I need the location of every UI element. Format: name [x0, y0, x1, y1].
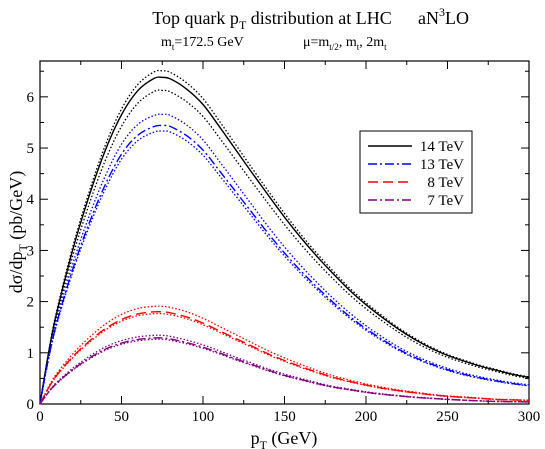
series-line: [39, 76, 530, 405]
y-tick-label: 4: [27, 192, 35, 208]
series-band-upper: [39, 113, 530, 405]
legend-label: 7 TeV: [427, 193, 464, 209]
y-tick-label: 5: [27, 141, 35, 157]
series-band-upper: [39, 69, 530, 405]
x-tick-label: 200: [355, 409, 378, 425]
series-layer: [39, 69, 530, 405]
y-axis-label: dσ/dpT (pb/GeV): [6, 171, 30, 294]
x-axis-label: pT (GeV): [251, 428, 318, 449]
chart-title: Top quark pT distribution at LHC: [152, 8, 392, 32]
axis-ticks: [39, 61, 530, 405]
series-line: [39, 337, 530, 405]
y-tick-label: 2: [27, 295, 35, 311]
legend-box: [359, 130, 473, 214]
x-tick-label: 300: [518, 409, 541, 425]
series-14-tev: [39, 69, 530, 405]
y-tick-label: 0: [27, 397, 35, 413]
chart-subtitle-scale: μ=mt/2, mt, 2mt: [303, 35, 387, 52]
y-tick-label: 6: [27, 90, 35, 106]
legend-label: 14 TeV: [420, 139, 464, 155]
x-tick-label: 0: [36, 409, 44, 425]
series-8-tev: [39, 305, 530, 405]
series-band-upper: [39, 334, 530, 405]
y-tick-label: 3: [27, 243, 35, 259]
series-line: [39, 310, 530, 405]
y-tick-label: 1: [27, 346, 35, 362]
plot-frame: [39, 60, 530, 405]
legend-label: 8 TeV: [427, 175, 464, 191]
series-7-tev: [39, 334, 530, 405]
x-tick-label: 100: [192, 409, 215, 425]
series-band-lower: [39, 89, 530, 405]
series-13-tev: [39, 113, 530, 405]
chart-order-label: aN3LO: [418, 5, 469, 28]
x-tick-label: 250: [436, 409, 459, 425]
x-tick-label: 150: [273, 409, 296, 425]
x-tick-label: 50: [114, 409, 129, 425]
axis-tick-labels: 0 50 100 150 200 250 300 0 1 2 3 4 5 6: [27, 90, 541, 425]
series-band-lower: [39, 130, 530, 405]
legend: 14 TeV 13 TeV 8 TeV 7 TeV: [359, 130, 473, 214]
series-band-lower: [39, 338, 530, 405]
legend-label: 13 TeV: [420, 157, 464, 173]
series-line: [39, 124, 530, 405]
series-band-lower: [39, 312, 530, 405]
chart-subtitle-mass: mt=172.5 GeV: [161, 35, 244, 52]
series-band-upper: [39, 305, 530, 405]
